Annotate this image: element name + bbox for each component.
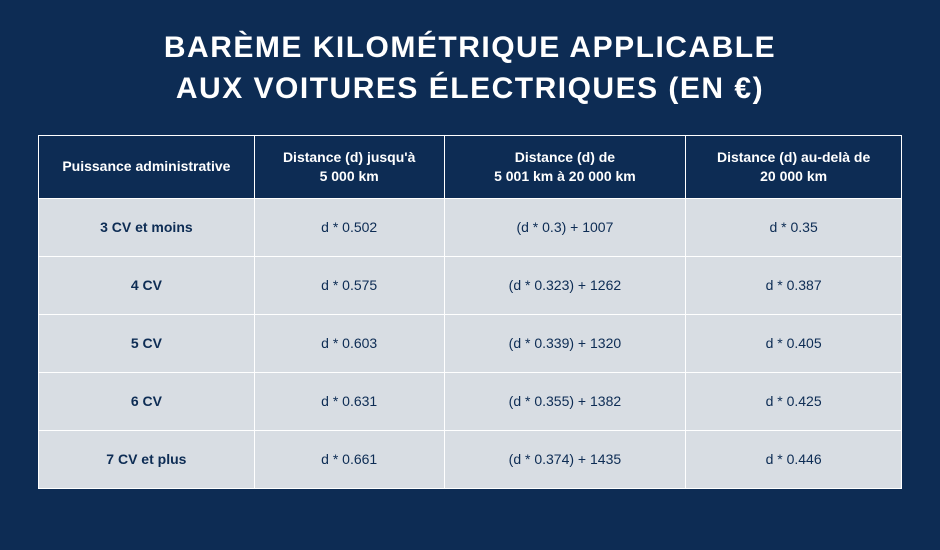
cell: d * 0.446 — [686, 430, 902, 488]
table-header-row: Puissance administrative Distance (d) ju… — [39, 136, 902, 199]
cell: (d * 0.323) + 1262 — [444, 256, 686, 314]
row-label: 3 CV et moins — [39, 198, 255, 256]
table-row: 6 CV d * 0.631 (d * 0.355) + 1382 d * 0.… — [39, 372, 902, 430]
cell: (d * 0.355) + 1382 — [444, 372, 686, 430]
cell: d * 0.35 — [686, 198, 902, 256]
page-title: BARÈME KILOMÉTRIQUE APPLICABLE AUX VOITU… — [164, 28, 776, 109]
rate-table: Puissance administrative Distance (d) ju… — [38, 135, 902, 489]
row-label: 4 CV — [39, 256, 255, 314]
table-row: 5 CV d * 0.603 (d * 0.339) + 1320 d * 0.… — [39, 314, 902, 372]
cell: d * 0.405 — [686, 314, 902, 372]
table-row: 7 CV et plus d * 0.661 (d * 0.374) + 143… — [39, 430, 902, 488]
cell: d * 0.502 — [254, 198, 444, 256]
row-label: 7 CV et plus — [39, 430, 255, 488]
cell: (d * 0.3) + 1007 — [444, 198, 686, 256]
title-line-2: AUX VOITURES ÉLECTRIQUES (EN €) — [176, 72, 764, 105]
cell: (d * 0.374) + 1435 — [444, 430, 686, 488]
cell: d * 0.387 — [686, 256, 902, 314]
row-label: 6 CV — [39, 372, 255, 430]
cell: d * 0.425 — [686, 372, 902, 430]
col-header-dist1: Distance (d) jusqu'à5 000 km — [254, 136, 444, 199]
cell: d * 0.575 — [254, 256, 444, 314]
row-label: 5 CV — [39, 314, 255, 372]
cell: (d * 0.339) + 1320 — [444, 314, 686, 372]
cell: d * 0.603 — [254, 314, 444, 372]
col-header-dist3: Distance (d) au-delà de20 000 km — [686, 136, 902, 199]
table-row: 3 CV et moins d * 0.502 (d * 0.3) + 1007… — [39, 198, 902, 256]
cell: d * 0.661 — [254, 430, 444, 488]
table-row: 4 CV d * 0.575 (d * 0.323) + 1262 d * 0.… — [39, 256, 902, 314]
cell: d * 0.631 — [254, 372, 444, 430]
col-header-dist2: Distance (d) de5 001 km à 20 000 km — [444, 136, 686, 199]
title-line-1: BARÈME KILOMÉTRIQUE APPLICABLE — [164, 31, 776, 64]
col-header-power: Puissance administrative — [39, 136, 255, 199]
